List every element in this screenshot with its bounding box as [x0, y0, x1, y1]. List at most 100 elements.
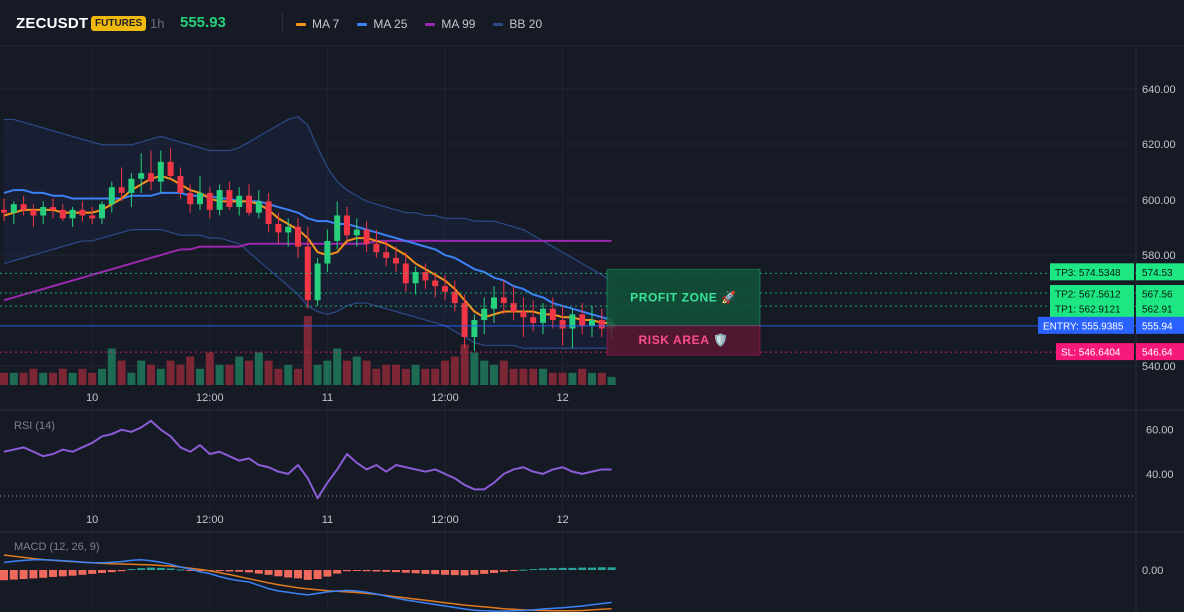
sl-label: SL: 546.6404	[1061, 348, 1121, 359]
candle[interactable]	[373, 229, 380, 258]
macd-histogram-bar	[460, 570, 469, 576]
sl-label-bg	[1056, 343, 1134, 361]
candle[interactable]	[226, 181, 233, 210]
macd-histogram-bar	[186, 570, 195, 571]
candle[interactable]	[412, 266, 419, 295]
macd-histogram-bar	[519, 569, 528, 571]
macd-histogram-bar	[392, 570, 400, 573]
candle[interactable]	[304, 226, 311, 309]
candle[interactable]	[138, 153, 145, 193]
candle[interactable]	[324, 229, 331, 272]
candle[interactable]	[510, 286, 517, 321]
candle[interactable]	[30, 204, 37, 227]
candle-body	[451, 291, 458, 304]
time-axis-tick: 12:00	[431, 392, 459, 404]
candle[interactable]	[118, 167, 125, 202]
macd-histogram-bar	[323, 570, 332, 577]
price-axis-tick: 540.00	[1142, 361, 1176, 373]
candle[interactable]	[236, 187, 243, 216]
candle[interactable]	[69, 207, 76, 227]
candle[interactable]	[569, 308, 576, 349]
profit-zone-box	[606, 268, 761, 327]
candle[interactable]	[255, 190, 262, 219]
volume-bar	[225, 364, 234, 385]
candle[interactable]	[540, 303, 546, 335]
candle[interactable]	[442, 274, 448, 301]
legend-ma25[interactable]: MA 25	[357, 16, 407, 32]
macd-histogram-bar	[372, 570, 381, 572]
candle[interactable]	[383, 240, 390, 267]
volume-bar	[372, 368, 381, 385]
candle[interactable]	[40, 201, 47, 224]
candle[interactable]	[157, 150, 164, 193]
macd-histogram-bar	[499, 570, 508, 572]
time-axis-tick: 12:00	[431, 514, 459, 526]
candle-body	[510, 303, 517, 312]
candle-body	[206, 192, 213, 210]
macd-title: MACD (12, 26, 9)	[14, 541, 100, 553]
macd-histogram-bar	[274, 570, 283, 577]
candle-body	[393, 257, 399, 264]
candle[interactable]	[20, 195, 27, 216]
rsi-pane[interactable]: RSI (14) 60.00 40.00	[0, 419, 1174, 500]
candle[interactable]	[500, 280, 507, 315]
candle[interactable]	[148, 150, 154, 191]
candle[interactable]	[314, 257, 321, 306]
trade-zones: PROFIT ZONE 🚀 RISK AREA 🛡️	[606, 268, 761, 356]
candle[interactable]	[128, 173, 135, 208]
candle[interactable]	[108, 181, 115, 213]
candle[interactable]	[10, 201, 17, 224]
candle[interactable]	[265, 192, 272, 233]
candle[interactable]	[197, 175, 203, 210]
volume-bar	[147, 364, 155, 385]
candle[interactable]	[99, 201, 105, 224]
candle[interactable]	[393, 246, 399, 272]
candle[interactable]	[451, 280, 458, 312]
candle-body	[304, 246, 311, 301]
candle[interactable]	[598, 308, 605, 337]
candle[interactable]	[579, 303, 586, 335]
candle[interactable]	[275, 212, 282, 244]
candle[interactable]	[481, 297, 488, 335]
legend-ma99[interactable]: MA 99	[425, 16, 475, 32]
candle[interactable]	[89, 207, 96, 224]
candle[interactable]	[520, 297, 527, 337]
candle[interactable]	[187, 184, 194, 213]
candle[interactable]	[59, 204, 66, 222]
candle[interactable]	[353, 218, 360, 247]
legend-ma7[interactable]: MA 7	[296, 16, 339, 32]
candle[interactable]	[285, 218, 292, 247]
candle[interactable]	[295, 218, 301, 258]
volume-bar	[578, 368, 587, 385]
interval-selector[interactable]: 1h	[150, 16, 165, 31]
candle[interactable]	[461, 294, 468, 349]
candle[interactable]	[491, 286, 497, 323]
volume-bar	[509, 368, 518, 385]
candle-body	[344, 215, 350, 236]
candle[interactable]	[334, 201, 341, 250]
candle[interactable]	[589, 305, 595, 337]
candle-body	[118, 187, 125, 193]
volume-bar	[205, 352, 214, 385]
candle[interactable]	[422, 263, 429, 289]
candle[interactable]	[206, 187, 213, 219]
candle[interactable]	[1, 198, 7, 222]
candle[interactable]	[79, 201, 86, 222]
candle[interactable]	[549, 297, 556, 329]
candle[interactable]	[363, 221, 370, 253]
macd-line	[3, 559, 612, 612]
candle[interactable]	[246, 184, 252, 216]
candle[interactable]	[177, 167, 184, 199]
candle[interactable]	[50, 198, 56, 219]
rsi-axis-tick: 40.00	[1146, 469, 1174, 481]
candle[interactable]	[471, 314, 478, 352]
symbol-name[interactable]: ZECUSDT	[16, 15, 89, 32]
candle[interactable]	[216, 184, 223, 216]
candlesticks[interactable]	[1, 147, 615, 352]
candle[interactable]	[167, 147, 174, 179]
legend-bb20[interactable]: BB 20	[493, 16, 542, 32]
macd-pane[interactable]: MACD (12, 26, 9) 0.00	[0, 541, 1163, 612]
tp1-price-tag: 562.91	[1142, 305, 1173, 316]
candle[interactable]	[344, 207, 350, 241]
